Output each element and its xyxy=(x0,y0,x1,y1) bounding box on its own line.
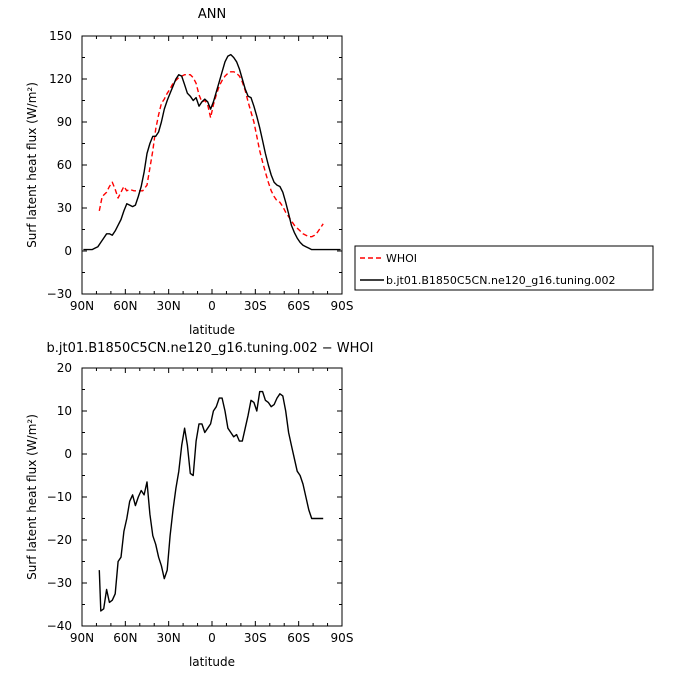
top-series-line-2 xyxy=(83,53,341,251)
bottom-y-tick-label: −30 xyxy=(47,576,72,590)
top-series-line-1 xyxy=(98,71,324,238)
bottom-y-tick-label: 20 xyxy=(57,361,72,375)
top-chart-title: ANN xyxy=(198,7,226,22)
top-y-tick-label: 120 xyxy=(49,72,72,86)
top-y-tick-label: −30 xyxy=(47,287,72,301)
bottom-chart-title: b.jt01.B1850C5CN.ne120_g16.tuning.002 − … xyxy=(46,341,373,356)
top-panel: ANN 90N 60N 30N 0 30S 60S 90S−300306090120150 … xyxy=(25,7,353,337)
top-y-tick-label: 0 xyxy=(64,244,72,258)
top-x-tick-label: 60N xyxy=(113,299,137,313)
legend: WHOI b.jt01.B1850C5CN.ne120_g16.tuning.0… xyxy=(354,245,654,291)
bottom-series-line-1 xyxy=(98,390,324,612)
bottom-x-tick-label: 0 xyxy=(208,631,216,645)
top-series-lines xyxy=(83,53,341,251)
top-x-tick-label: 90S xyxy=(331,299,354,313)
top-x-tick-label: 0 xyxy=(208,299,216,313)
top-y-tick-label: 60 xyxy=(57,158,72,172)
bottom-x-axis-label: latitude xyxy=(189,655,235,669)
bottom-x-tick-label: 60N xyxy=(113,631,137,645)
top-x-tick-label: 90N xyxy=(70,299,94,313)
bottom-y-tick-label: −10 xyxy=(47,490,72,504)
top-x-tick-label: 60S xyxy=(287,299,310,313)
top-x-tick-label: 30S xyxy=(244,299,267,313)
top-y-tick-label: 90 xyxy=(57,115,72,129)
bottom-y-tick-label: −20 xyxy=(47,533,72,547)
top-plot-frame xyxy=(81,35,343,295)
bottom-x-tick-label: 60S xyxy=(287,631,310,645)
top-axis-ticks: 90N 60N 30N 0 30S 60S 90S −30 0 30 60 90 120 150 xyxy=(47,29,354,313)
bottom-x-tick-label: 30N xyxy=(157,631,181,645)
legend-label-whoi: WHOI xyxy=(386,252,417,265)
top-y-tick-label: 150 xyxy=(49,29,72,43)
legend-label-model: b.jt01.B1850C5CN.ne120_g16.tuning.002 xyxy=(386,274,615,287)
bottom-y-tick-label: 0 xyxy=(64,447,72,461)
bottom-x-tick-label: 30S xyxy=(244,631,267,645)
bottom-y-tick-label: 10 xyxy=(57,404,72,418)
top-x-axis-label: latitude xyxy=(189,323,235,337)
bottom-x-tick-label: 90S xyxy=(331,631,354,645)
bottom-series-lines xyxy=(98,390,324,612)
top-y-axis-label: Surf latent heat flux (W/m²) xyxy=(25,82,39,248)
top-x-tick-label: 30N xyxy=(157,299,181,313)
bottom-y-tick-label: −40 xyxy=(47,619,72,633)
bottom-panel: b.jt01.B1850C5CN.ne120_g16.tuning.002 − … xyxy=(25,341,374,669)
bottom-y-axis-label: Surf latent heat flux (W/m²) xyxy=(25,414,39,580)
top-y-tick-label: 30 xyxy=(57,201,72,215)
bottom-plot-frame xyxy=(81,367,343,627)
legend-box xyxy=(354,245,654,291)
bottom-x-tick-label: 90N xyxy=(70,631,94,645)
